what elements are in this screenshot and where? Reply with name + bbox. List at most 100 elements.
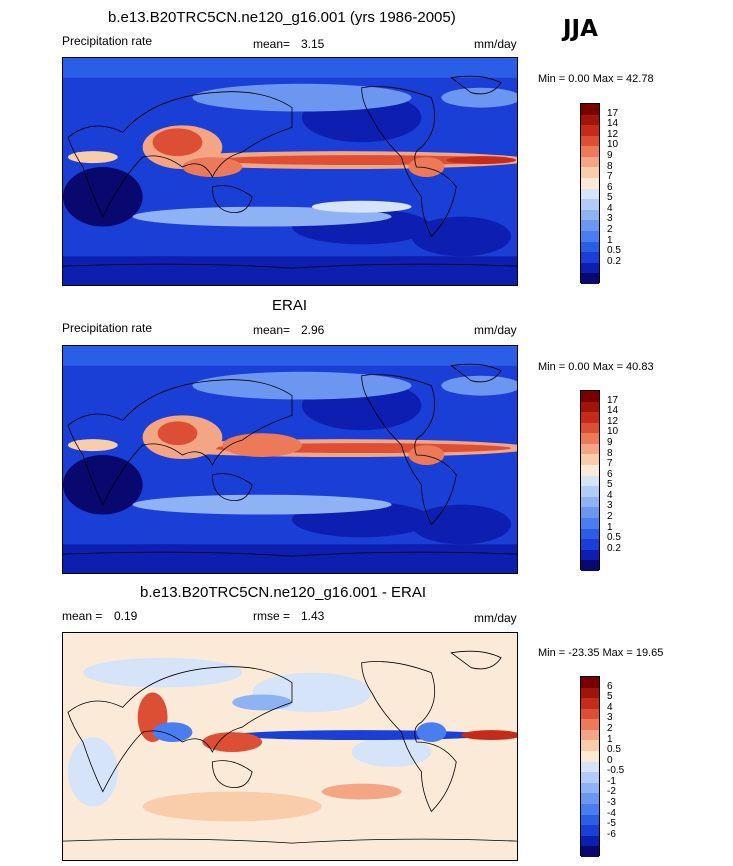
colorbar-segment — [581, 539, 599, 550]
colorbar-segment — [581, 199, 599, 210]
colorbar-tick-label: 14 — [607, 118, 619, 130]
colorbar-tick-label: -5 — [607, 818, 616, 830]
colorbar-tick-label: 8 — [607, 160, 613, 172]
colorbar-tick-label: -1 — [607, 775, 616, 787]
panel3-mean-value: 0.19 — [114, 609, 138, 623]
colorbar-tick-label: 0.5 — [607, 245, 621, 257]
panel1-colorbar — [580, 103, 600, 284]
panel2-mean-label: mean= — [253, 323, 291, 337]
colorbar-tick-label: 6 — [607, 680, 613, 692]
colorbar-tick-label: 0.5 — [607, 532, 621, 544]
colorbar-segment — [581, 273, 599, 284]
panel1-map — [62, 57, 518, 286]
panel3-mean-label: mean = — [62, 609, 103, 623]
colorbar-segment — [581, 188, 599, 200]
panel1-mean-label: mean= — [253, 37, 291, 51]
colorbar-tick-label: 2 — [607, 511, 613, 523]
colorbar-tick-label: 2 — [607, 224, 613, 236]
colorbar-segment — [581, 846, 599, 857]
colorbar-tick-label: 10 — [607, 426, 619, 438]
colorbar-tick-label: 9 — [607, 149, 613, 161]
colorbar-segment — [581, 146, 599, 157]
colorbar-tick-label: 4 — [607, 489, 613, 501]
colorbar-segment — [581, 135, 599, 147]
colorbar-segment — [581, 761, 599, 773]
colorbar-segment — [581, 549, 599, 561]
colorbar-tick-label: 0.5 — [607, 744, 621, 756]
colorbar-segment — [581, 412, 599, 423]
panel1-variable-label: Precipitation rate — [62, 34, 153, 48]
colorbar-tick-label: 5 — [607, 691, 613, 703]
colorbar-segment — [581, 517, 599, 529]
colorbar-tick-label: 14 — [607, 405, 619, 417]
panel3-map — [62, 632, 518, 861]
colorbar-tick-label: 0 — [607, 754, 613, 766]
colorbar-tick-label: 10 — [607, 139, 619, 151]
colorbar-tick-label: 0.2 — [607, 255, 621, 267]
panel3-difference-field — [63, 633, 517, 860]
panel1-minmax: Min = 0.00 Max = 42.78 — [538, 73, 654, 85]
panel2-map — [62, 345, 518, 574]
colorbar-tick-label: 17 — [607, 394, 619, 406]
colorbar-tick-label: 12 — [607, 128, 619, 140]
colorbar-tick-label: 9 — [607, 436, 613, 448]
colorbar-segment — [581, 751, 599, 762]
panel3-rmse-value: 1.43 — [301, 609, 325, 623]
colorbar-tick-label: 7 — [607, 458, 613, 470]
colorbar-segment — [581, 443, 599, 455]
panel2-title: ERAI — [272, 297, 308, 314]
colorbar-tick-label: 4 — [607, 202, 613, 214]
colorbar-segment — [581, 401, 599, 413]
colorbar-segment — [581, 156, 599, 168]
colorbar-tick-label: 2 — [607, 722, 613, 734]
colorbar-segment — [581, 178, 599, 189]
colorbar-tick-label: -4 — [607, 807, 616, 819]
colorbar-tick-label: 6 — [607, 468, 613, 480]
panel2-units: mm/day — [474, 323, 517, 337]
colorbar-segment — [581, 825, 599, 836]
colorbar-tick-label: -3 — [607, 797, 616, 809]
colorbar-tick-label: 3 — [607, 500, 613, 512]
colorbar-tick-label: 1 — [607, 521, 613, 533]
panel1-precip-field — [63, 58, 517, 285]
colorbar-tick-label: 5 — [607, 479, 613, 491]
panel1-title: b.e13.B20TRC5CN.ne120_g16.001 (yrs 1986-… — [108, 9, 456, 26]
colorbar-segment — [581, 719, 599, 730]
panel1-mean-value: 3.15 — [301, 37, 325, 51]
colorbar-tick-label: 3 — [607, 213, 613, 225]
colorbar-segment — [581, 422, 599, 434]
season-label: JJA — [563, 16, 598, 42]
colorbar-segment — [581, 560, 599, 571]
colorbar-segment — [581, 772, 599, 783]
colorbar-tick-label: 7 — [607, 171, 613, 183]
colorbar-segment — [581, 433, 599, 444]
colorbar-segment — [581, 475, 599, 487]
panel2-precip-field — [63, 346, 517, 573]
panel3-units: mm/day — [474, 611, 517, 625]
colorbar-segment — [581, 708, 599, 720]
panel2-colorbar — [580, 390, 600, 571]
colorbar-segment — [581, 496, 599, 508]
colorbar-segment — [581, 454, 599, 466]
colorbar-segment — [581, 230, 599, 242]
colorbar-tick-label: -2 — [607, 786, 616, 798]
colorbar-tick-label: 17 — [607, 107, 619, 119]
colorbar-segment — [581, 835, 599, 847]
panel3-title: b.e13.B20TRC5CN.ne120_g16.001 - ERAI — [140, 584, 427, 601]
colorbar-segment — [581, 740, 599, 752]
panel3-minmax: Min = -23.35 Max = 19.65 — [538, 647, 664, 659]
colorbar-segment — [581, 793, 599, 804]
colorbar-segment — [581, 486, 599, 497]
colorbar-segment — [581, 391, 599, 402]
colorbar-segment — [581, 698, 599, 709]
panel3-colorbar — [580, 676, 600, 857]
colorbar-tick-label: -6 — [607, 828, 616, 840]
panel2-minmax: Min = 0.00 Max = 40.83 — [538, 361, 654, 373]
colorbar-tick-label: 6 — [607, 181, 613, 193]
colorbar-segment — [581, 114, 599, 126]
colorbar-tick-label: 4 — [607, 701, 613, 713]
panel1-units: mm/day — [474, 37, 517, 51]
colorbar-segment — [581, 252, 599, 263]
colorbar-segment — [581, 729, 599, 741]
panel2-variable-label: Precipitation rate — [62, 321, 153, 335]
